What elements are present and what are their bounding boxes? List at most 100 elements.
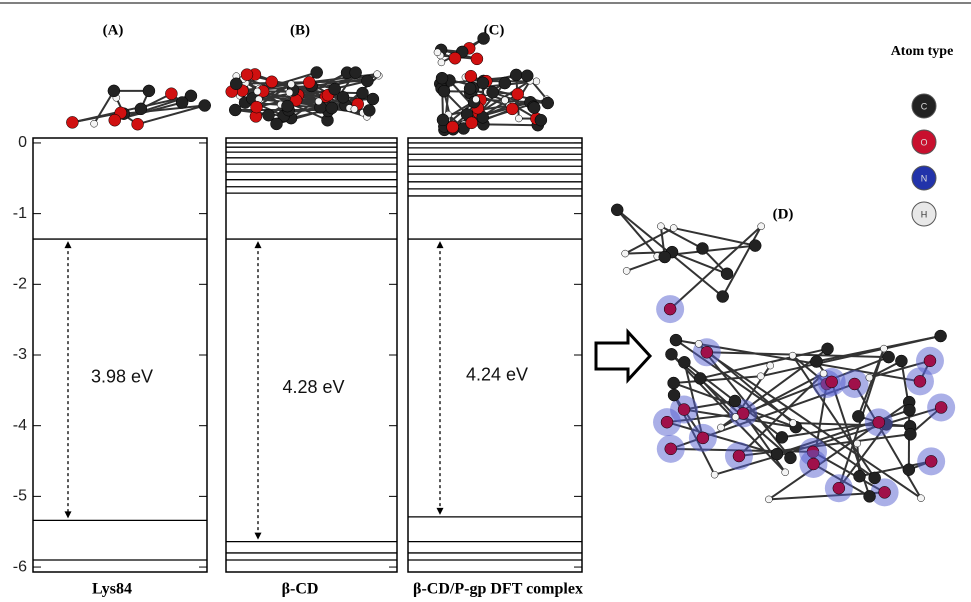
atom xyxy=(254,88,261,95)
atom xyxy=(542,97,554,109)
atom xyxy=(438,85,450,97)
chart: (D) Atom type 0-1-2-3-4-5-63.98 eV(A)Lys… xyxy=(0,0,971,602)
molecule xyxy=(226,66,383,129)
atom xyxy=(436,72,448,84)
atom xyxy=(657,223,664,230)
arrow-head xyxy=(255,533,262,540)
atom xyxy=(501,97,508,104)
molecule xyxy=(66,85,210,130)
bond xyxy=(723,226,761,296)
legend-label: C xyxy=(921,101,928,111)
atom xyxy=(303,76,315,88)
molecule xyxy=(653,330,955,506)
atom xyxy=(767,362,774,369)
atom xyxy=(695,340,702,347)
atom xyxy=(363,104,375,116)
atom xyxy=(924,355,936,367)
atom xyxy=(701,346,713,358)
atom xyxy=(176,97,188,109)
atom xyxy=(820,370,827,377)
molecule xyxy=(434,33,490,66)
bond xyxy=(617,210,657,256)
atom xyxy=(351,106,358,113)
atom xyxy=(91,120,98,127)
atom xyxy=(696,242,708,254)
atom xyxy=(721,268,733,280)
atom xyxy=(904,428,916,440)
atom xyxy=(879,486,891,498)
atom xyxy=(449,52,461,64)
atom xyxy=(229,104,241,116)
atom xyxy=(866,374,873,381)
atom xyxy=(311,66,323,78)
y-tick-label: -6 xyxy=(13,558,27,575)
atom xyxy=(533,78,540,85)
molecule xyxy=(434,69,554,136)
atom xyxy=(108,85,120,97)
atom xyxy=(678,356,690,368)
atom xyxy=(132,118,144,130)
atom xyxy=(903,464,915,476)
atom xyxy=(784,452,796,464)
atom xyxy=(665,348,677,360)
atom xyxy=(790,420,797,427)
atom xyxy=(849,378,861,390)
arrow xyxy=(596,332,650,380)
atom xyxy=(135,103,147,115)
panel-label: (D) xyxy=(773,206,794,222)
atom xyxy=(917,495,924,502)
gap-label: 3.98 eV xyxy=(91,366,153,386)
arrow-head xyxy=(65,511,72,518)
atom xyxy=(367,93,379,105)
atom xyxy=(661,416,673,428)
atom xyxy=(826,376,838,388)
atom xyxy=(717,291,729,303)
atom xyxy=(288,81,295,88)
gap-label: 4.28 eV xyxy=(282,377,344,397)
atom xyxy=(914,375,926,387)
atom xyxy=(711,471,718,478)
y-tick-label: -5 xyxy=(13,488,27,505)
panel-name: β-CD xyxy=(282,581,319,598)
atom xyxy=(611,204,623,216)
atom xyxy=(315,98,322,105)
atom xyxy=(864,490,876,502)
y-tick-label: -4 xyxy=(13,417,27,434)
atom xyxy=(326,102,338,114)
atom xyxy=(873,416,885,428)
atom xyxy=(281,100,293,112)
atom xyxy=(466,117,478,129)
legend-label: N xyxy=(921,173,928,183)
atom xyxy=(782,469,789,476)
atom xyxy=(472,96,479,103)
atom xyxy=(535,114,547,126)
atom xyxy=(935,330,947,342)
atom xyxy=(776,431,788,443)
atom xyxy=(854,440,861,447)
atom xyxy=(903,404,915,416)
panel-name: β-CD/P-gp DFT complex xyxy=(413,581,583,598)
panel-frame xyxy=(33,138,207,572)
atom xyxy=(717,424,724,431)
atom xyxy=(471,53,483,65)
atom xyxy=(230,78,242,90)
y-tick-label: -2 xyxy=(13,276,27,293)
atom xyxy=(749,240,761,252)
atom xyxy=(883,351,895,363)
atom xyxy=(477,77,489,89)
legend-label: O xyxy=(920,137,927,147)
atom xyxy=(438,59,445,66)
atom xyxy=(623,267,630,274)
atom xyxy=(528,102,540,114)
atom xyxy=(165,88,177,100)
atom xyxy=(266,76,278,88)
arrow-head xyxy=(437,241,444,248)
atom xyxy=(697,432,709,444)
atom xyxy=(199,99,211,111)
atom xyxy=(437,114,449,126)
atom xyxy=(664,303,676,315)
atom xyxy=(487,86,499,98)
panel-frame xyxy=(408,138,582,572)
arrow-head xyxy=(437,508,444,515)
atom xyxy=(510,69,522,81)
